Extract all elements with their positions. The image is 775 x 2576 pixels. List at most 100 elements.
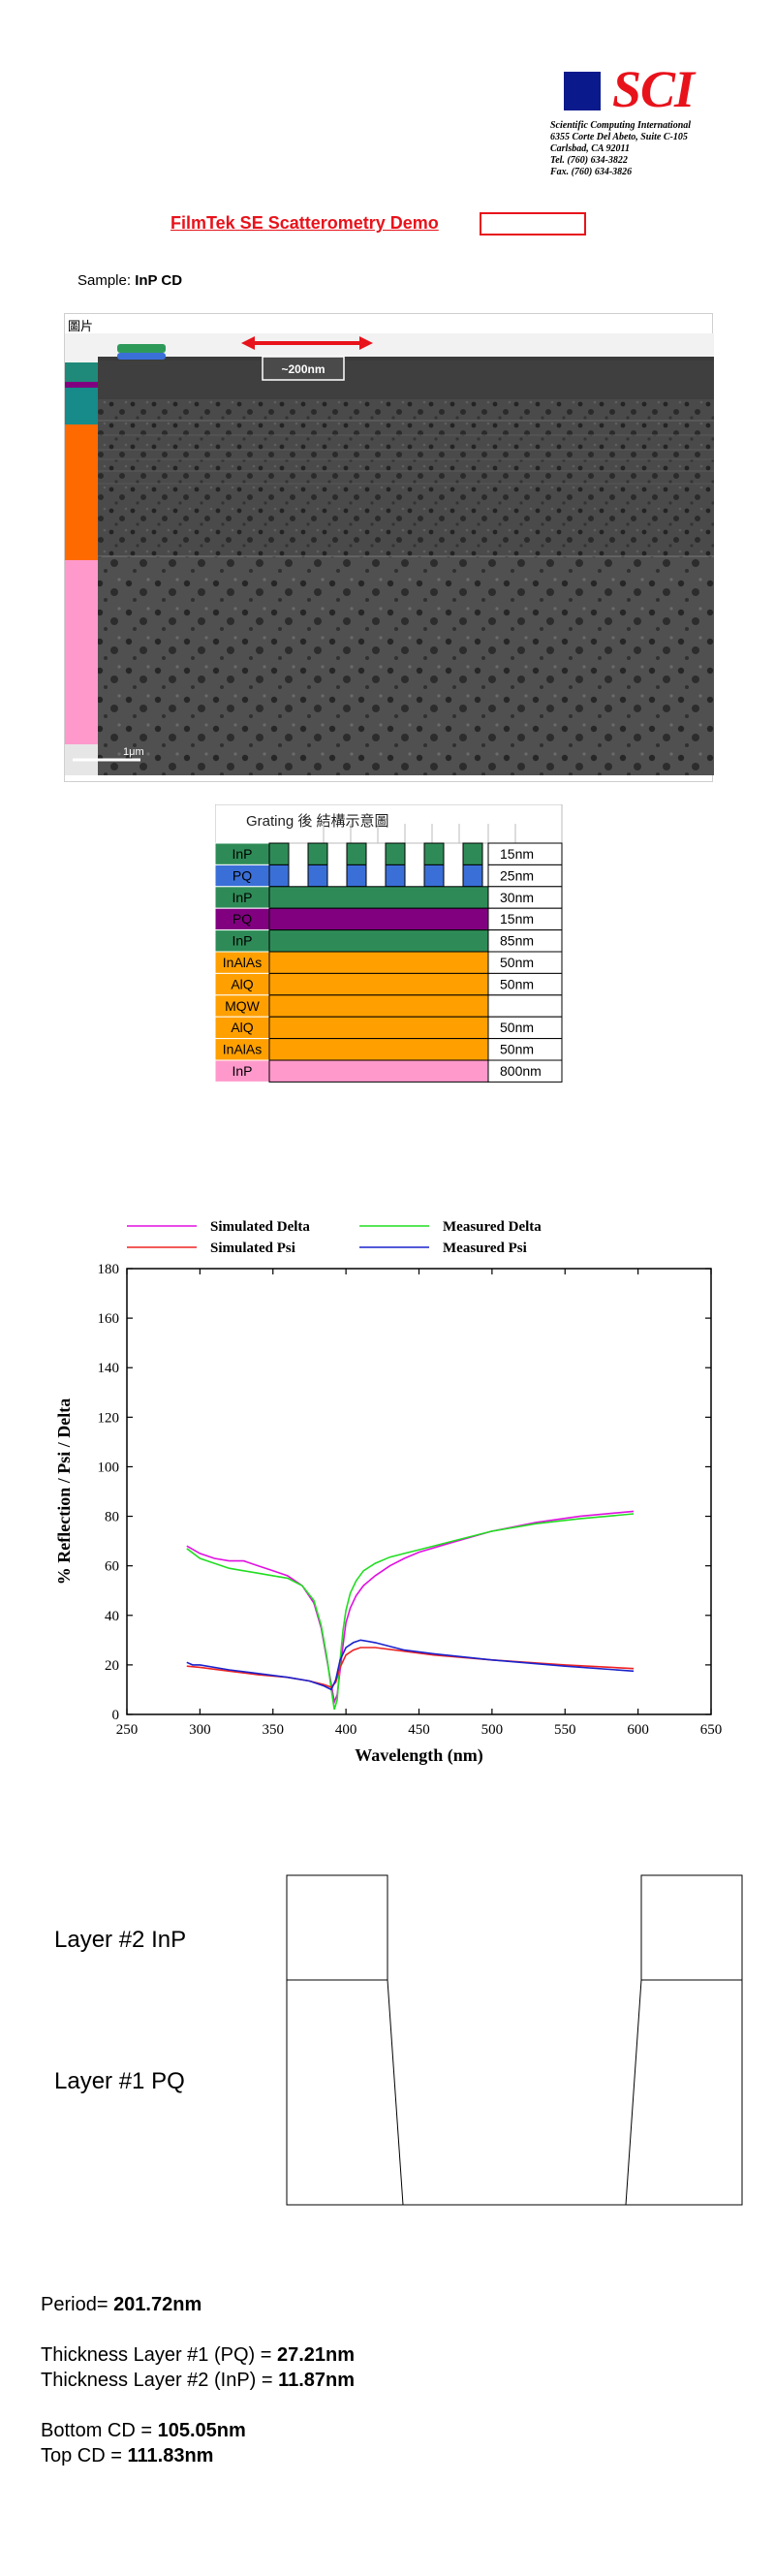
period-value: 201.72nm — [113, 2294, 202, 2315]
layer-material: AlQ — [231, 1020, 253, 1035]
tem-image: ~200nm 1μm — [64, 313, 714, 782]
bottom-cd-label: Bottom CD = — [41, 2420, 158, 2441]
layer-material: InAlAs — [223, 1042, 262, 1057]
thickness1-value: 27.21nm — [276, 2344, 356, 2366]
layer-material: InP — [232, 1063, 252, 1079]
address-line-2: Carlsbad, CA 92011 — [550, 143, 630, 154]
thickness1-label: Thickness Layer #1 (PQ) = — [41, 2344, 277, 2366]
x-tick-label: 650 — [700, 1722, 723, 1738]
chart-graphic: 250 300 350 400 450 500 550 600 650 0 20 40 60 80 100 1… — [54, 1219, 723, 1766]
x-tick-label: 500 — [481, 1722, 504, 1738]
layer-thickness: 50nm — [500, 955, 534, 970]
layer1-label: Layer #1 PQ — [54, 2068, 185, 2094]
series-line — [186, 1647, 635, 1688]
profile-left-top-layer — [286, 1874, 388, 1981]
layer-row: InP 30nm — [214, 886, 563, 909]
y-tick-label: 20 — [105, 1658, 119, 1674]
layer-row: InP 15nm — [214, 842, 563, 865]
layer-material: AlQ — [231, 976, 253, 991]
grating-profile: Layer #2 InP Layer #1 PQ — [0, 1846, 775, 2239]
series-line — [186, 1639, 635, 1691]
layer-material: InP — [232, 846, 252, 862]
y-axis-label: % Reflection / Psi / Delta — [54, 1398, 74, 1585]
layer-thickness: 25nm — [500, 867, 534, 883]
legend-label: Simulated Delta — [210, 1219, 310, 1235]
layer-row: PQ 15nm — [214, 907, 563, 931]
x-tick-label: 550 — [554, 1722, 576, 1738]
y-tick-label: 40 — [105, 1609, 119, 1624]
layer-material: PQ — [232, 911, 252, 927]
x-axis-label: Wavelength (nm) — [355, 1745, 483, 1766]
title-box — [480, 212, 586, 236]
sample-value: InP CD — [135, 272, 183, 289]
layer-thickness: 30nm — [500, 890, 534, 905]
result-bottom-cd: Bottom CD = 105.05nm — [41, 2420, 246, 2442]
result-thickness-2: Thickness Layer #2 (InP) = 11.87nm — [41, 2370, 355, 2392]
layer-row: MQW — [214, 994, 563, 1018]
layer-material: InP — [232, 933, 252, 949]
layer-thickness: 15nm — [500, 911, 534, 927]
profile-left-bottom-layer — [286, 1979, 404, 2206]
layer-row: InP 85nm — [214, 929, 563, 953]
layer-row: PQ 25nm — [214, 864, 563, 888]
tem-image-graphic: ~200nm 1μm — [65, 333, 714, 775]
fax: Fax. (760) 634-3826 — [550, 167, 633, 177]
layer-row: AlQ 50nm — [214, 972, 563, 996]
phone: Tel. (760) 634-3822 — [550, 155, 628, 166]
bottom-cd-value: 105.05nm — [157, 2420, 246, 2441]
x-tick-label: 300 — [189, 1722, 211, 1738]
layer-material: MQW — [225, 998, 261, 1014]
logo-square — [564, 72, 601, 110]
layer-thickness: 800nm — [500, 1063, 542, 1079]
company-address: Scientific Computing International 6355 … — [550, 120, 691, 178]
x-tick-label: 600 — [627, 1722, 649, 1738]
legend-label: Measured Delta — [443, 1219, 542, 1235]
layer2-label: Layer #2 InP — [54, 1927, 186, 1953]
plot-frame — [126, 1268, 712, 1715]
y-tick-label: 80 — [105, 1510, 119, 1525]
page-title: FilmTek SE Scatterometry Demo — [170, 213, 439, 233]
layer-material: InP — [232, 890, 252, 905]
result-thickness-1: Thickness Layer #1 (PQ) = 27.21nm — [41, 2344, 355, 2367]
x-tick-label: 350 — [263, 1722, 285, 1738]
x-tick-label: 400 — [335, 1722, 357, 1738]
layer-row: InAlAs 50nm — [214, 1038, 563, 1061]
profile-graphic: Layer #2 InP Layer #1 PQ — [54, 1874, 743, 2206]
period-label: Period= — [41, 2294, 114, 2315]
result-period: Period= 201.72nm — [41, 2294, 202, 2316]
top-cd-value: 111.83nm — [127, 2445, 214, 2466]
sample-line: Sample: InP CD — [78, 272, 182, 289]
layer-material: PQ — [232, 867, 252, 883]
address-line-1: 6355 Corte Del Abeto, Suite C-105 — [550, 132, 688, 142]
y-tick-label: 0 — [112, 1708, 120, 1723]
tem-caption: 圖片 — [68, 319, 94, 333]
profile-right-bottom-layer — [625, 1979, 743, 2206]
company-name: Scientific Computing International — [550, 120, 692, 131]
layer-thickness: 50nm — [500, 976, 534, 991]
layer-thickness: 50nm — [500, 1020, 534, 1035]
profile-right-top-layer — [640, 1874, 743, 1981]
y-tick-label: 160 — [98, 1311, 120, 1327]
layer-structure-table: Grating 後 結構示意圖 InP 15nm PQ 25nm InP 30nm PQ 15n… — [214, 803, 574, 1100]
logo-text: SCI — [612, 60, 695, 118]
y-tick-label: 180 — [98, 1262, 120, 1277]
x-tick-label: 450 — [408, 1722, 430, 1738]
y-tick-label: 140 — [98, 1361, 120, 1376]
layer-table-graphic: Grating 後 結構示意圖 InP 15nm PQ 25nm InP 30nm PQ 15n… — [214, 803, 563, 1083]
psi-delta-chart: 250 300 350 400 450 500 550 600 650 0 20 40 60 80 100 1… — [0, 1202, 775, 1788]
layer-table-header: Grating 後 結構示意圖 — [246, 812, 389, 830]
layer-row: AlQ 50nm — [214, 1016, 563, 1040]
layer-row: InAlAs 50nm — [214, 951, 563, 974]
y-tick-label: 120 — [98, 1410, 120, 1426]
layer-thickness: 85nm — [500, 933, 534, 949]
y-tick-label: 100 — [98, 1460, 120, 1475]
legend-label: Measured Psi — [443, 1241, 527, 1256]
tem-dimension-label: ~200nm — [281, 362, 325, 376]
layer-row: InP 800nm — [214, 1059, 563, 1083]
layer-thickness: 50nm — [500, 1042, 534, 1057]
top-cd-label: Top CD = — [41, 2445, 128, 2466]
thickness2-label: Thickness Layer #2 (InP) = — [41, 2370, 279, 2391]
tem-scale-label: 1μm — [123, 746, 144, 758]
y-tick-label: 60 — [105, 1559, 119, 1575]
legend-label: Simulated Psi — [210, 1241, 295, 1256]
